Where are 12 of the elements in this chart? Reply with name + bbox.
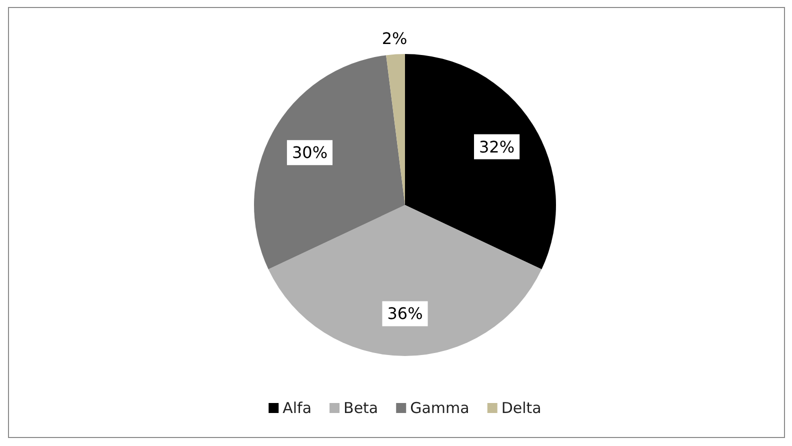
data-label: 32%	[479, 137, 515, 156]
data-label: 2%	[382, 28, 408, 48]
pie-slice	[254, 55, 405, 270]
legend-label: Beta	[344, 399, 378, 417]
pie-slice	[268, 205, 542, 356]
legend-label: Alfa	[282, 399, 312, 417]
data-label: 30%	[292, 143, 328, 162]
pie-slice	[386, 54, 405, 205]
data-label: 36%	[387, 304, 423, 324]
legend-label: Gamma	[410, 399, 470, 417]
pie-slice	[405, 54, 556, 270]
legend-label: Delta	[501, 399, 542, 417]
